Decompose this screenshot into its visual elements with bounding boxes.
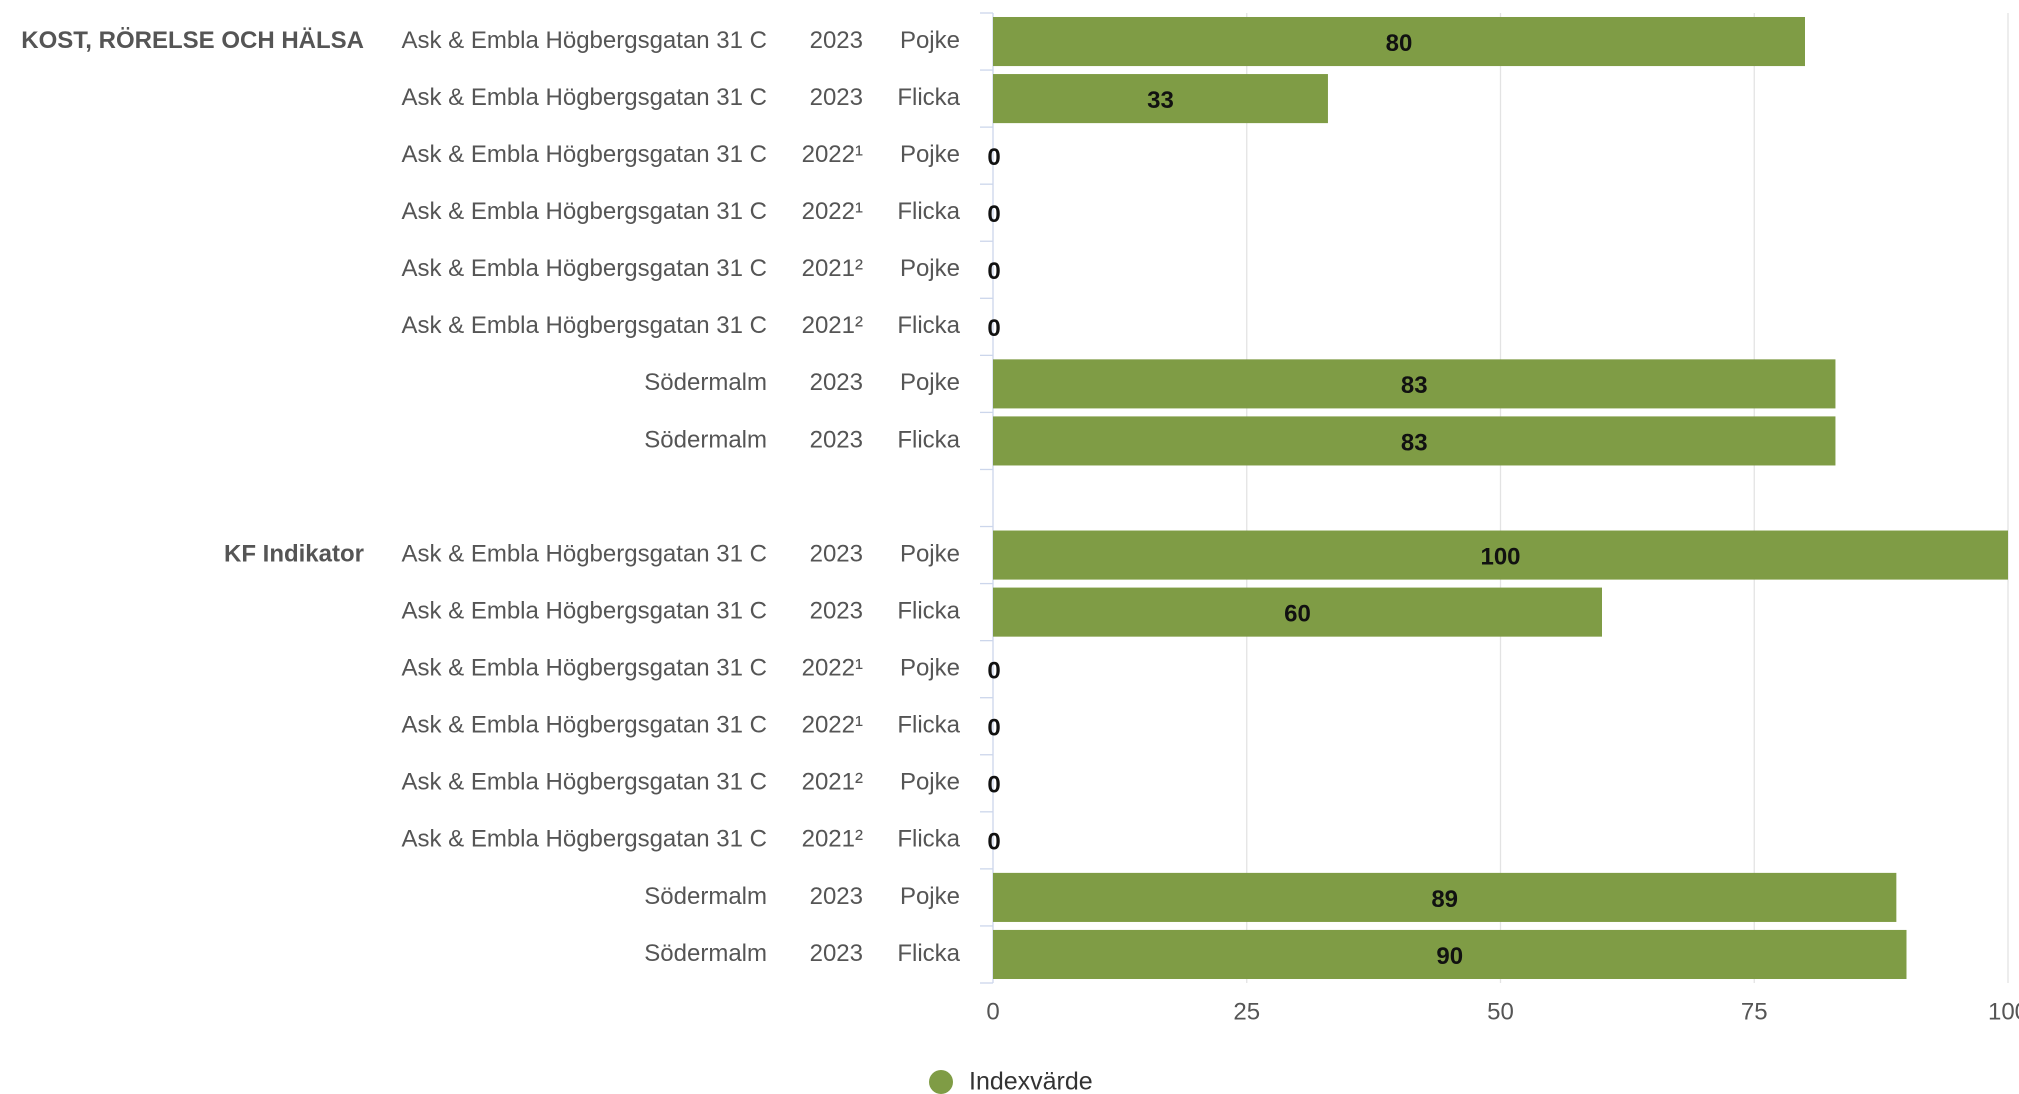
year-label: 2023: [810, 940, 863, 967]
x-tick-label: 25: [1233, 998, 1260, 1025]
bar: [993, 359, 1836, 409]
value-label: 0: [987, 258, 1000, 285]
year-label: 2023: [810, 883, 863, 910]
location-label: Ask & Embla Högbergsgatan 31 C: [401, 27, 767, 54]
location-label: Södermalm: [644, 426, 767, 453]
value-label: 100: [1480, 543, 1520, 570]
legend-label: Indexvärde: [969, 1068, 1093, 1094]
location-label: Södermalm: [644, 883, 767, 910]
location-label: Ask & Embla Högbergsgatan 31 C: [401, 655, 767, 682]
value-label: 60: [1284, 600, 1311, 627]
year-label: 2021²: [802, 255, 863, 282]
year-label: 2021²: [802, 769, 863, 796]
value-label: 0: [987, 715, 1000, 742]
value-label: 0: [987, 772, 1000, 799]
bar: [993, 587, 1602, 637]
bar: [993, 16, 1805, 67]
year-label: 2021²: [802, 312, 863, 339]
gender-label: Flicka: [897, 198, 960, 225]
x-tick-label: 100: [1988, 998, 2019, 1025]
gender-label: Pojke: [900, 883, 960, 910]
year-label: 2022¹: [802, 141, 863, 168]
year-label: 2021²: [802, 826, 863, 853]
year-label: 2022¹: [802, 655, 863, 682]
gender-label: Flicka: [897, 712, 960, 739]
value-label: 89: [1431, 886, 1458, 913]
location-label: Södermalm: [644, 940, 767, 967]
year-label: 2023: [810, 27, 863, 54]
year-label: 2022¹: [802, 198, 863, 225]
value-label: 90: [1436, 943, 1463, 970]
value-label: 0: [987, 201, 1000, 228]
location-label: Ask & Embla Högbergsgatan 31 C: [401, 712, 767, 739]
group-label: KF Indikator: [224, 540, 364, 567]
x-tick-label: 0: [986, 998, 999, 1025]
gender-label: Flicka: [897, 312, 960, 339]
gender-label: Pojke: [900, 369, 960, 396]
location-label: Ask & Embla Högbergsgatan 31 C: [401, 141, 767, 168]
value-label: 0: [987, 144, 1000, 171]
location-label: Ask & Embla Högbergsgatan 31 C: [401, 769, 767, 796]
bar: [993, 74, 1328, 124]
value-label: 0: [987, 315, 1000, 342]
value-label: 0: [987, 658, 1000, 685]
year-label: 2023: [810, 426, 863, 453]
gender-label: Pojke: [900, 27, 960, 54]
year-label: 2022¹: [802, 712, 863, 739]
location-label: Ask & Embla Högbergsgatan 31 C: [401, 597, 767, 624]
location-label: Ask & Embla Högbergsgatan 31 C: [401, 198, 767, 225]
x-tick-label: 75: [1741, 998, 1768, 1025]
location-label: Södermalm: [644, 369, 767, 396]
year-label: 2023: [810, 84, 863, 111]
gender-label: Pojke: [900, 255, 960, 282]
gender-label: Flicka: [897, 826, 960, 853]
gender-label: Flicka: [897, 597, 960, 624]
location-label: Ask & Embla Högbergsgatan 31 C: [401, 255, 767, 282]
value-label: 33: [1147, 87, 1174, 114]
gender-label: Pojke: [900, 769, 960, 796]
location-label: Ask & Embla Högbergsgatan 31 C: [401, 826, 767, 853]
location-label: Ask & Embla Högbergsgatan 31 C: [401, 84, 767, 111]
gender-label: Flicka: [897, 426, 960, 453]
location-label: Ask & Embla Högbergsgatan 31 C: [401, 312, 767, 339]
bar: [993, 929, 1907, 980]
year-label: 2023: [810, 597, 863, 624]
gender-label: Flicka: [897, 84, 960, 111]
bar: [993, 872, 1897, 922]
value-label: 80: [1386, 30, 1413, 57]
gender-label: Pojke: [900, 141, 960, 168]
year-label: 2023: [810, 540, 863, 567]
group-label: KOST, RÖRELSE OCH HÄLSA: [21, 27, 364, 54]
legend-marker: [929, 1070, 953, 1094]
gender-label: Flicka: [897, 940, 960, 967]
location-label: Ask & Embla Högbergsgatan 31 C: [401, 540, 767, 567]
bar: [993, 530, 2008, 580]
year-label: 2023: [810, 369, 863, 396]
gender-label: Pojke: [900, 540, 960, 567]
x-tick-label: 50: [1487, 998, 1514, 1025]
value-label: 83: [1401, 429, 1428, 456]
value-label: 0: [987, 829, 1000, 856]
bar: [993, 416, 1836, 466]
value-label: 83: [1401, 372, 1428, 399]
gender-label: Pojke: [900, 655, 960, 682]
